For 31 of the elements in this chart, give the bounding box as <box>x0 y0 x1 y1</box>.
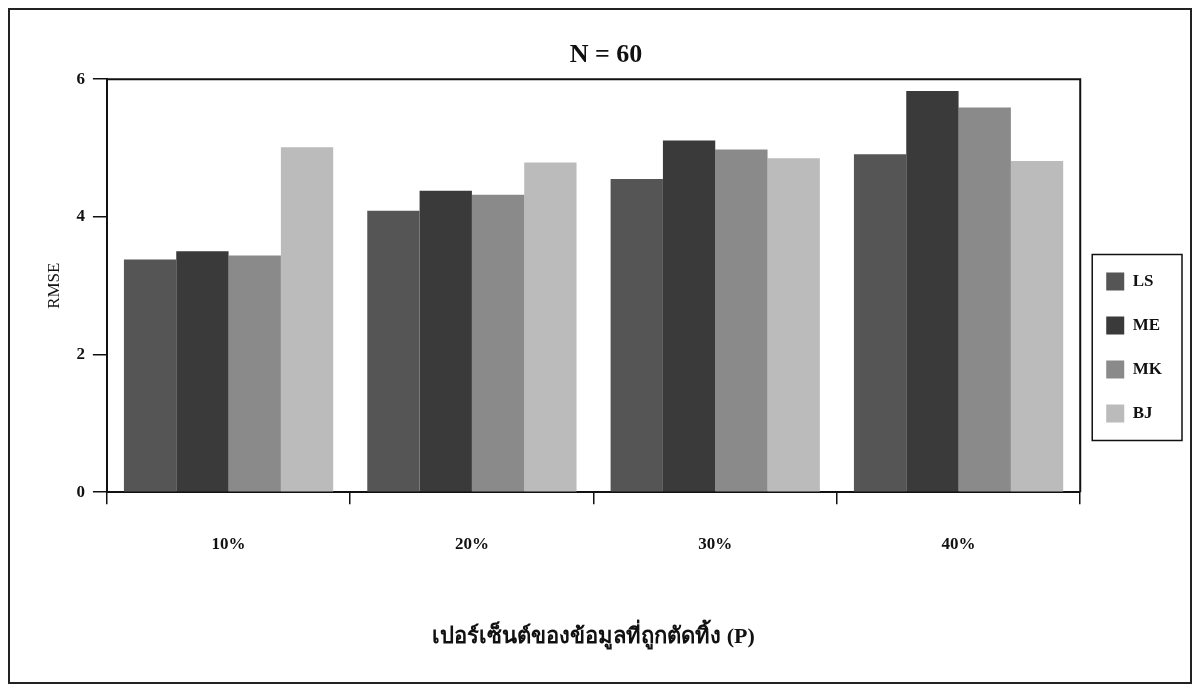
legend-label: ME <box>1132 314 1161 334</box>
x-tick-label: 40% <box>941 533 976 553</box>
legend-label: LS <box>1132 270 1154 290</box>
bar <box>228 255 281 492</box>
bar <box>123 259 177 492</box>
legend-label: BJ <box>1132 402 1154 422</box>
bar <box>280 147 334 492</box>
bar <box>471 194 525 492</box>
bar <box>767 158 820 492</box>
bar <box>662 140 716 492</box>
y-tick-label: 2 <box>76 343 85 363</box>
bar <box>1010 161 1064 492</box>
bar <box>524 162 577 492</box>
bar <box>958 107 1011 492</box>
chart-title: N = 60 <box>569 39 643 69</box>
bar <box>906 90 959 492</box>
x-tick-label: 30% <box>698 533 733 553</box>
y-tick-label: 6 <box>76 68 85 88</box>
y-tick-label: 4 <box>76 206 86 226</box>
bar <box>610 179 663 492</box>
bar <box>715 149 768 492</box>
bar <box>367 210 420 492</box>
bar <box>419 190 472 492</box>
y-tick-label: 0 <box>76 481 85 501</box>
x-axis-title: เปอร์เซ็นต์ของข้อมูลที่ถูกตัดทิ้ง (P) <box>432 619 755 651</box>
bar <box>853 154 907 492</box>
bar <box>176 251 229 492</box>
x-tick-label: 10% <box>211 533 246 553</box>
x-tick-label: 20% <box>454 533 489 553</box>
y-axis-title: RMSE <box>43 262 63 309</box>
legend-label: MK <box>1132 358 1163 378</box>
